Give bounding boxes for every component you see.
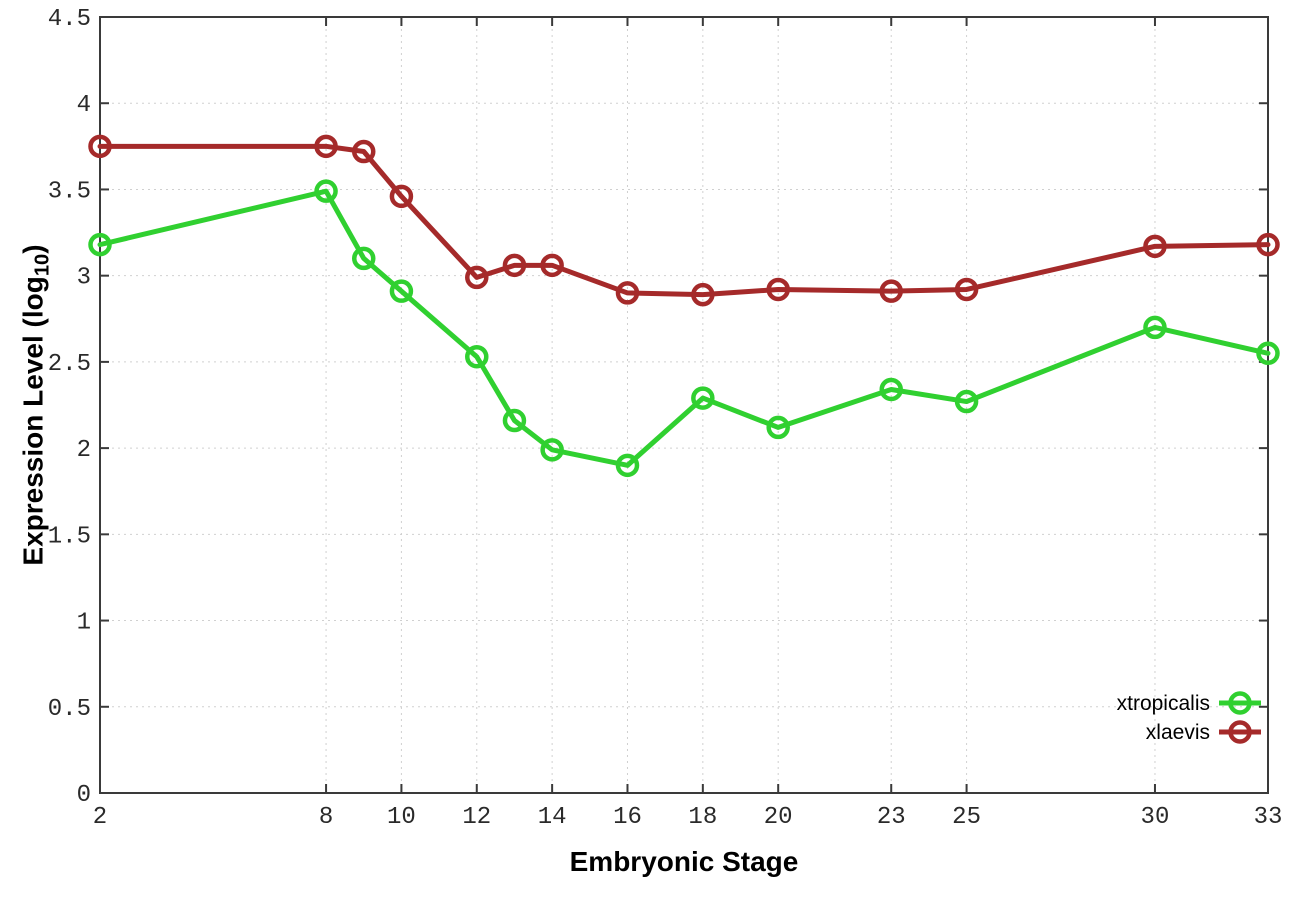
data-point-xlaevis	[389, 184, 414, 209]
data-point-xlaevis	[615, 281, 640, 305]
y-tick-label: 1.5	[48, 523, 91, 550]
data-point-xtropicalis	[954, 389, 979, 414]
data-point-xlaevis	[465, 265, 489, 290]
grid-layer	[99, 16, 1269, 794]
x-tick-label: 33	[1254, 804, 1283, 831]
data-point-xtropicalis	[879, 377, 903, 402]
data-point-xlaevis	[879, 279, 903, 303]
data-point-xtropicalis	[1143, 315, 1167, 340]
y-axis-title-close: )	[17, 244, 49, 254]
y-axis-title-main: Expression Level (log	[17, 276, 49, 566]
y-tick-label: 2.5	[48, 351, 91, 378]
data-point-xtropicalis	[502, 408, 527, 433]
legend-label-xtropicalis: xtropicalis	[1117, 692, 1210, 715]
x-tick-label: 25	[952, 804, 981, 831]
data-point-xlaevis	[766, 277, 790, 302]
series-layer	[88, 134, 1280, 478]
data-point-xtropicalis	[465, 344, 489, 369]
x-tick-label: 16	[613, 804, 642, 831]
legend: xtropicalis xlaevis	[1117, 691, 1261, 744]
legend-marker-xlaevis	[1219, 720, 1261, 744]
legend-sample-marker	[1228, 720, 1252, 744]
tick-label-layer: 2 8 10 12 14 16 18 20 23 25 30 33 0 0.5 1 1.5 2 2.5 3 3.5 4 4…	[48, 6, 1283, 831]
x-axis-title: Embryonic Stage	[569, 846, 799, 877]
x-tick-label: 30	[1141, 804, 1170, 831]
y-tick-label: 3	[77, 265, 91, 292]
legend-sample-marker	[1228, 691, 1252, 715]
y-tick-label: 0	[77, 782, 91, 809]
data-point-xlaevis	[1143, 234, 1167, 259]
x-tick-label: 20	[764, 804, 793, 831]
y-axis-title-subscript: 10	[31, 253, 54, 277]
x-tick-label: 12	[462, 804, 491, 831]
x-tick-label: 14	[538, 804, 567, 831]
y-tick-label: 0.5	[48, 696, 91, 723]
y-tick-label: 4.5	[48, 6, 91, 33]
data-point-xtropicalis	[691, 386, 715, 410]
y-tick-label: 3.5	[48, 178, 91, 205]
data-point-xlaevis	[691, 282, 715, 307]
data-point-xtropicalis	[314, 179, 338, 203]
plot-border	[99, 16, 1269, 794]
x-tick-label: 2	[93, 804, 107, 831]
data-point-xlaevis	[540, 253, 564, 278]
data-point-xlaevis	[88, 134, 112, 159]
y-tick-label: 2	[77, 437, 91, 464]
tick-layer	[99, 16, 1269, 794]
x-tick-label: 10	[387, 804, 416, 831]
data-point-xtropicalis	[615, 453, 640, 478]
data-point-xtropicalis	[389, 279, 414, 303]
legend-marker-xtropicalis	[1219, 691, 1261, 715]
legend-label-xlaevis: xlaevis	[1146, 721, 1210, 744]
x-tick-label: 18	[688, 804, 717, 831]
y-axis-title: Expression Level (log10)	[17, 244, 54, 565]
data-point-xtropicalis	[1256, 341, 1280, 366]
series-line-xlaevis	[97, 143, 1271, 298]
data-point-xtropicalis	[88, 232, 112, 257]
series-line-xtropicalis	[97, 188, 1271, 468]
x-tick-label: 23	[877, 804, 906, 831]
data-point-xtropicalis	[766, 415, 790, 440]
data-point-xtropicalis	[351, 246, 376, 271]
y-tick-label: 4	[77, 92, 91, 119]
data-point-xlaevis	[502, 253, 527, 278]
data-point-xlaevis	[351, 139, 376, 164]
data-point-xlaevis	[954, 277, 979, 302]
x-tick-label: 8	[319, 804, 333, 831]
y-tick-label: 1	[77, 610, 91, 637]
data-point-xlaevis	[1256, 232, 1280, 257]
data-point-xtropicalis	[540, 438, 564, 462]
data-point-xlaevis	[314, 134, 338, 159]
